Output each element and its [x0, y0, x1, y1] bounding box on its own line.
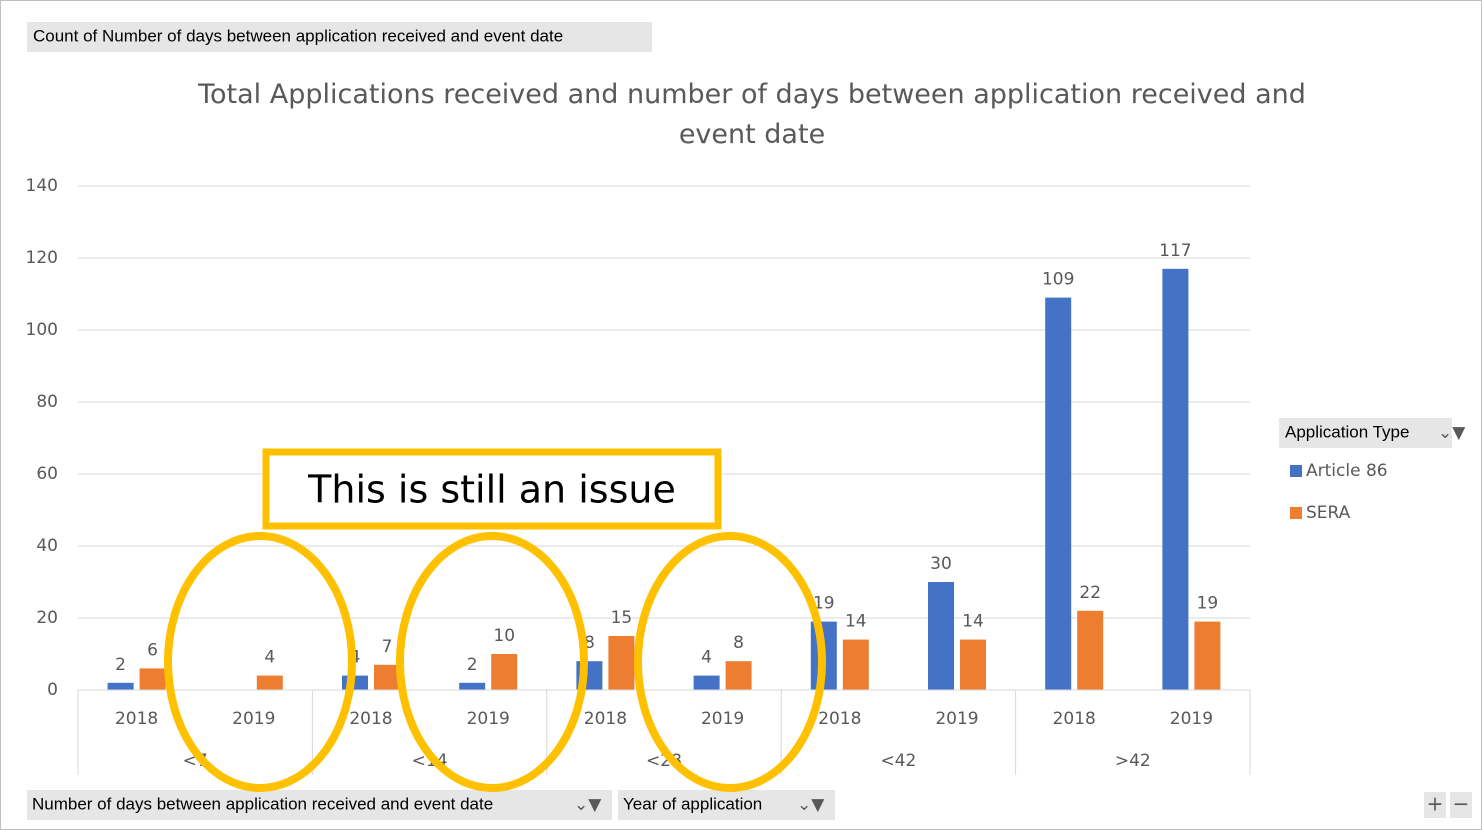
annotation-box	[262, 448, 722, 530]
y-tick-label: 100	[26, 320, 58, 340]
y-tick-label: 80	[36, 392, 58, 412]
data-label: 30	[930, 554, 952, 574]
bar	[928, 582, 954, 690]
data-label: 6	[147, 640, 158, 660]
bar	[725, 661, 752, 690]
x-tick-label: 2018	[818, 709, 861, 729]
bar	[842, 639, 869, 690]
annotation-text: This is still an issue	[307, 468, 676, 512]
field-button[interactable]	[27, 22, 652, 52]
x-tick-label: 2019	[1170, 709, 1213, 729]
data-label: 2	[115, 655, 126, 675]
x-tick-label: 2019	[467, 709, 510, 729]
bar	[1162, 268, 1189, 690]
y-tick-label: 120	[26, 248, 58, 268]
highlight-ellipse	[634, 532, 826, 792]
data-label: 22	[1079, 583, 1101, 603]
bar	[1045, 297, 1072, 690]
x-tick-label: 2019	[232, 709, 275, 729]
field-button-label: Count of Number of days between applicat…	[33, 26, 563, 45]
y-tick-label: 140	[26, 176, 58, 196]
axis-button[interactable]	[618, 790, 835, 820]
zoom-button[interactable]	[1424, 792, 1446, 818]
x-tick-label: 2018	[1053, 709, 1096, 729]
legend-title: Application Type	[1285, 422, 1409, 441]
axis-button[interactable]	[27, 790, 612, 820]
group-label: <42	[880, 751, 916, 771]
data-label: 14	[845, 612, 867, 632]
bar	[1194, 621, 1221, 690]
bar	[1077, 610, 1104, 690]
group-label: >42	[1115, 751, 1151, 771]
y-tick-label: 60	[36, 464, 58, 484]
x-tick-label: 2019	[935, 709, 978, 729]
legend-swatch	[1290, 465, 1302, 477]
data-label: 14	[962, 612, 984, 632]
y-tick-label: 20	[36, 608, 58, 628]
axis-button-filter: ⌄▼	[574, 795, 602, 815]
bar	[459, 682, 486, 690]
x-tick-label: 2018	[349, 709, 392, 729]
zoom-button-label: +	[1427, 792, 1444, 816]
axis-button-filter: ⌄▼	[797, 795, 825, 815]
legend-label: Article 86	[1306, 461, 1388, 481]
bar	[960, 639, 986, 690]
bar	[693, 675, 720, 690]
data-label: 109	[1042, 270, 1074, 290]
y-tick-label: 40	[36, 536, 58, 556]
chart-title: Total Applications received and number o…	[197, 79, 1306, 150]
x-tick-label: 2018	[115, 709, 158, 729]
data-label: 8	[733, 633, 744, 653]
data-label: 4	[264, 648, 275, 668]
y-tick-label: 0	[47, 680, 58, 700]
data-label: 8	[584, 633, 595, 653]
data-label: 4	[701, 648, 712, 668]
bar	[256, 675, 283, 690]
bar	[374, 664, 400, 690]
legend-title-box	[1279, 418, 1452, 448]
axis-button-label: Number of days between application recei…	[32, 794, 493, 813]
legend-swatch	[1290, 507, 1302, 519]
bar	[608, 636, 635, 690]
bar	[107, 682, 134, 690]
zoom-button[interactable]	[1450, 792, 1472, 818]
highlight-ellipse	[396, 532, 588, 792]
zoom-button-label: −	[1453, 792, 1470, 816]
highlight-ellipse	[164, 532, 356, 792]
data-label: 10	[493, 626, 515, 646]
x-tick-label: 2018	[584, 709, 627, 729]
legend-label: SERA	[1306, 503, 1351, 523]
bar	[491, 654, 518, 690]
data-label: 2	[467, 655, 478, 675]
axis-button-label: Year of application	[623, 794, 762, 813]
data-label: 19	[1197, 594, 1219, 614]
bar	[139, 668, 166, 690]
data-label: 19	[813, 594, 835, 614]
legend-filter: ⌄▼	[1438, 423, 1466, 443]
data-label: 15	[611, 608, 633, 628]
data-label: 117	[1159, 241, 1191, 261]
x-tick-label: 2019	[701, 709, 744, 729]
data-label: 7	[382, 637, 393, 657]
